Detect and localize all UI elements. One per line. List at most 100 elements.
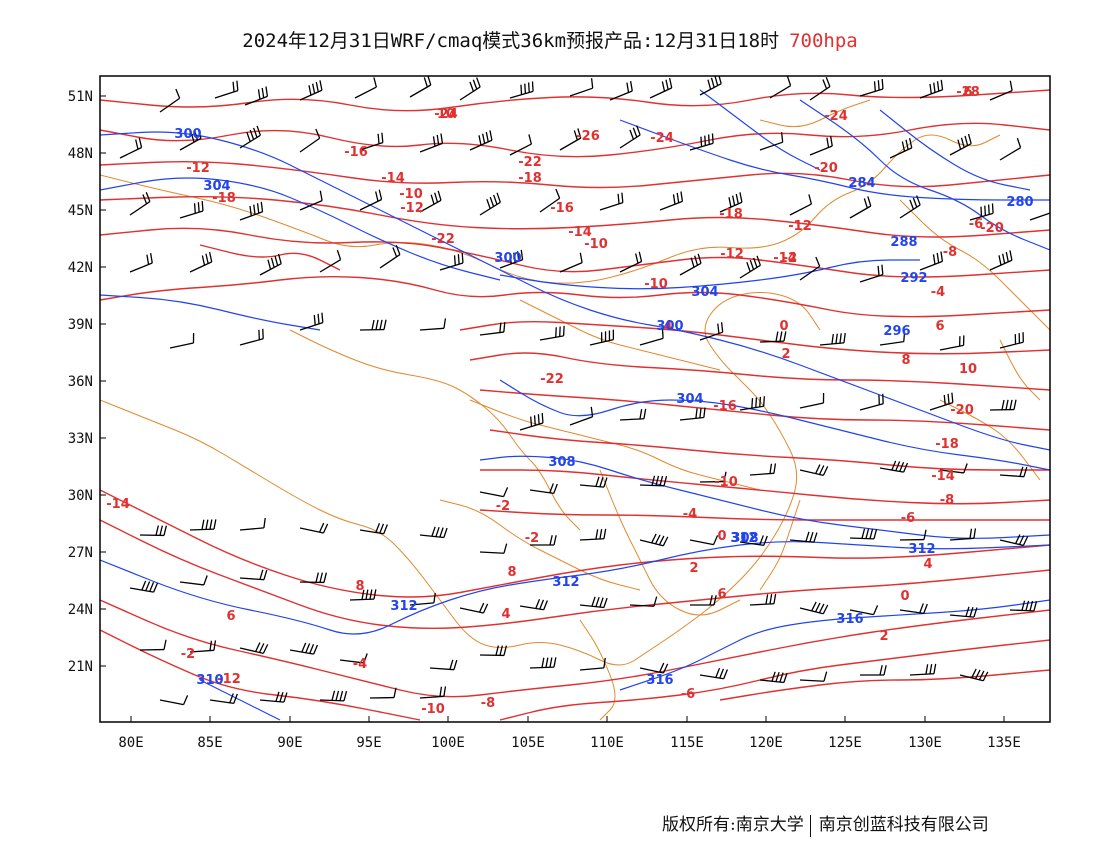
wind-barb	[949, 133, 972, 156]
lon-label: 130E	[908, 735, 942, 751]
wind-barb	[159, 88, 181, 113]
height-label: 312	[552, 575, 579, 590]
wind-barb	[799, 256, 821, 281]
wind-barb	[689, 133, 714, 151]
wind-barb	[209, 693, 238, 704]
wind-barb	[959, 668, 989, 682]
wind-barb	[629, 596, 658, 607]
wind-barb	[899, 195, 921, 219]
wind-barb	[689, 535, 719, 546]
height-label: 310	[196, 673, 223, 688]
lon-label: 115E	[670, 735, 704, 751]
lat-label: 45N	[68, 203, 93, 219]
height-label: 300	[174, 127, 201, 142]
height-label: 300	[494, 251, 521, 266]
temperature-label: -8	[940, 493, 954, 508]
wind-barb	[179, 575, 208, 586]
lat-label: 36N	[68, 374, 93, 390]
wind-barb	[679, 253, 702, 276]
height-label: 292	[900, 271, 927, 286]
lat-label: 51N	[68, 89, 93, 105]
temperature-label: -10	[399, 187, 423, 202]
temperature-label: 8	[901, 353, 910, 368]
isotherm	[100, 195, 1050, 238]
height-label: 316	[836, 612, 863, 627]
boundary-line	[759, 99, 871, 128]
wind-barb	[619, 251, 643, 273]
wind-barb	[789, 531, 818, 543]
temperature-label: -8	[943, 245, 957, 260]
wind-barb	[749, 463, 777, 476]
height-contour	[619, 119, 1050, 201]
temperature-label: -12	[720, 247, 744, 262]
lat-label: 24N	[68, 602, 93, 618]
wind-barb	[759, 132, 784, 151]
lat-label: 39N	[68, 317, 93, 333]
wind-barb	[699, 76, 722, 96]
temperature-label: -24	[824, 109, 848, 124]
wind-barb	[999, 332, 1024, 349]
wind-barb	[409, 76, 432, 98]
geopotential-height-contours	[100, 89, 1050, 721]
wind-barb	[859, 393, 884, 411]
wind-barb	[1029, 212, 1050, 221]
boundary-line	[100, 292, 821, 666]
wind-barb	[139, 525, 167, 537]
wind-barb	[289, 642, 319, 655]
wind-barb	[939, 335, 965, 351]
temperature-label: -2	[783, 251, 797, 266]
isotherm	[100, 160, 1050, 189]
wind-barb	[599, 192, 624, 211]
wind-barb	[699, 322, 724, 341]
wind-barb	[299, 312, 324, 331]
wind-barb	[439, 252, 464, 271]
wind-barb	[699, 667, 728, 680]
isotherm	[499, 639, 1050, 721]
copyright-credit: 版权所有:南京大学 南京创蓝科技有限公司	[662, 810, 989, 837]
temperature-label: -24	[650, 131, 674, 146]
wind-barb	[239, 125, 261, 149]
wind-barb	[849, 605, 879, 616]
temperature-label: -14	[106, 497, 130, 512]
wind-barb	[799, 601, 829, 615]
wind-barb	[879, 331, 906, 346]
isotherm	[100, 599, 1050, 698]
isotherm	[100, 122, 1050, 158]
temperature-label: -24	[434, 107, 458, 122]
wind-barb	[299, 128, 321, 153]
wind-barb	[509, 81, 534, 99]
wind-barb	[949, 606, 978, 618]
height-contour	[879, 109, 1031, 191]
boundary-line	[579, 619, 616, 721]
wind-barb	[259, 691, 288, 703]
lon-label: 110E	[590, 735, 624, 751]
wind-barb	[759, 671, 788, 684]
wind-barb	[339, 653, 368, 664]
boundary-line	[759, 499, 801, 591]
wind-barb	[999, 466, 1028, 478]
wind-barb	[719, 192, 743, 213]
isotherm	[479, 509, 1050, 521]
wind-barb	[739, 535, 768, 546]
height-label: 300	[656, 319, 683, 334]
wind-barb	[929, 392, 954, 411]
wind-barb	[649, 77, 673, 99]
wind-barb	[899, 529, 927, 541]
temperature-label: 10	[437, 107, 455, 122]
lat-label: 42N	[68, 260, 93, 276]
temperature-label: -22	[431, 232, 455, 247]
wind-barb	[999, 137, 1022, 161]
wind-barb	[239, 201, 264, 221]
wind-barb	[139, 639, 167, 651]
wind-barb	[214, 80, 239, 99]
temperature-label: 6	[226, 609, 235, 624]
wind-barb	[239, 517, 266, 531]
wind-barb	[129, 192, 151, 216]
isotherm	[100, 227, 1050, 278]
wind-barb	[859, 264, 884, 283]
wind-barb	[409, 592, 436, 606]
isotherm	[459, 320, 1050, 355]
boundary-line	[469, 399, 761, 491]
wind-barb	[319, 690, 348, 702]
wind-barb	[759, 331, 787, 343]
